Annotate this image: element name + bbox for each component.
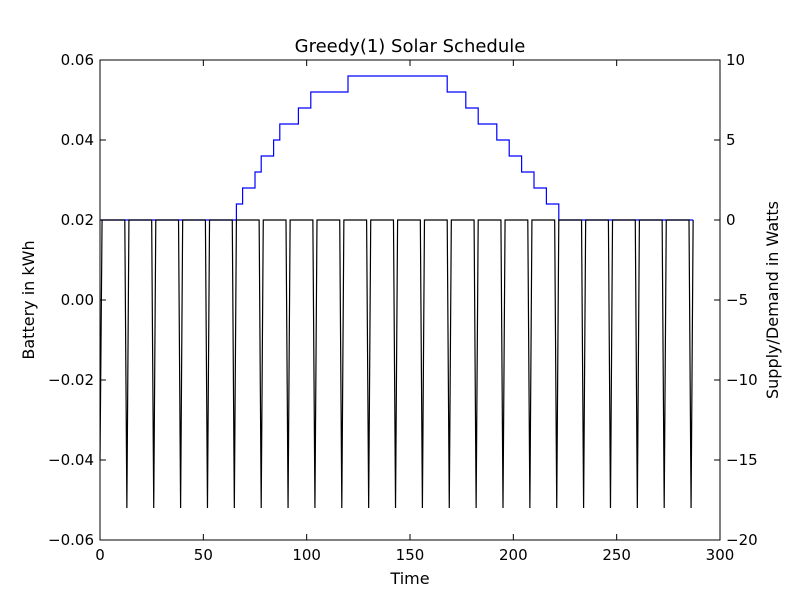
series-layer — [99, 75, 694, 509]
y-right-axis-label: Supply/Demand in Watts — [763, 201, 782, 399]
y-left-axis-label: Battery in kWh — [19, 240, 38, 359]
y-left-tick-label: −0.02 — [48, 371, 94, 389]
y-right-tick-label: −5 — [726, 291, 748, 309]
x-tick-label: 150 — [396, 546, 425, 564]
y-left-tick-label: 0.06 — [61, 51, 94, 69]
y-right-tick-label: −20 — [726, 531, 758, 549]
x-tick-label: 50 — [194, 546, 213, 564]
chart-title: Greedy(1) Solar Schedule — [295, 36, 526, 57]
x-axis-label: Time — [389, 569, 429, 588]
plot-frame — [99, 59, 721, 541]
x-tick-label: 0 — [95, 546, 105, 564]
series-line-battery — [100, 75, 694, 221]
ticks-layer: 0 50 100 150 200 250 300−0.06−0.04−0.020.000.0… — [48, 51, 758, 564]
y-left-tick-label: 0.04 — [61, 131, 94, 149]
y-left-tick-label: 0.02 — [61, 211, 94, 229]
x-tick-label: 300 — [706, 546, 735, 564]
x-tick-label: 200 — [499, 546, 528, 564]
y-left-tick-label: 0.00 — [61, 291, 94, 309]
y-left-tick-label: −0.06 — [48, 531, 94, 549]
y-right-tick-label: 0 — [726, 211, 736, 229]
y-right-tick-label: −15 — [726, 451, 758, 469]
y-right-tick-label: −10 — [726, 371, 758, 389]
x-tick-label: 100 — [292, 546, 321, 564]
x-tick-label: 250 — [602, 546, 631, 564]
y-left-tick-label: −0.04 — [48, 451, 94, 469]
series-line-supply-demand — [99, 219, 694, 509]
y-right-tick-label: 5 — [726, 131, 736, 149]
y-right-tick-label: 10 — [726, 51, 745, 69]
